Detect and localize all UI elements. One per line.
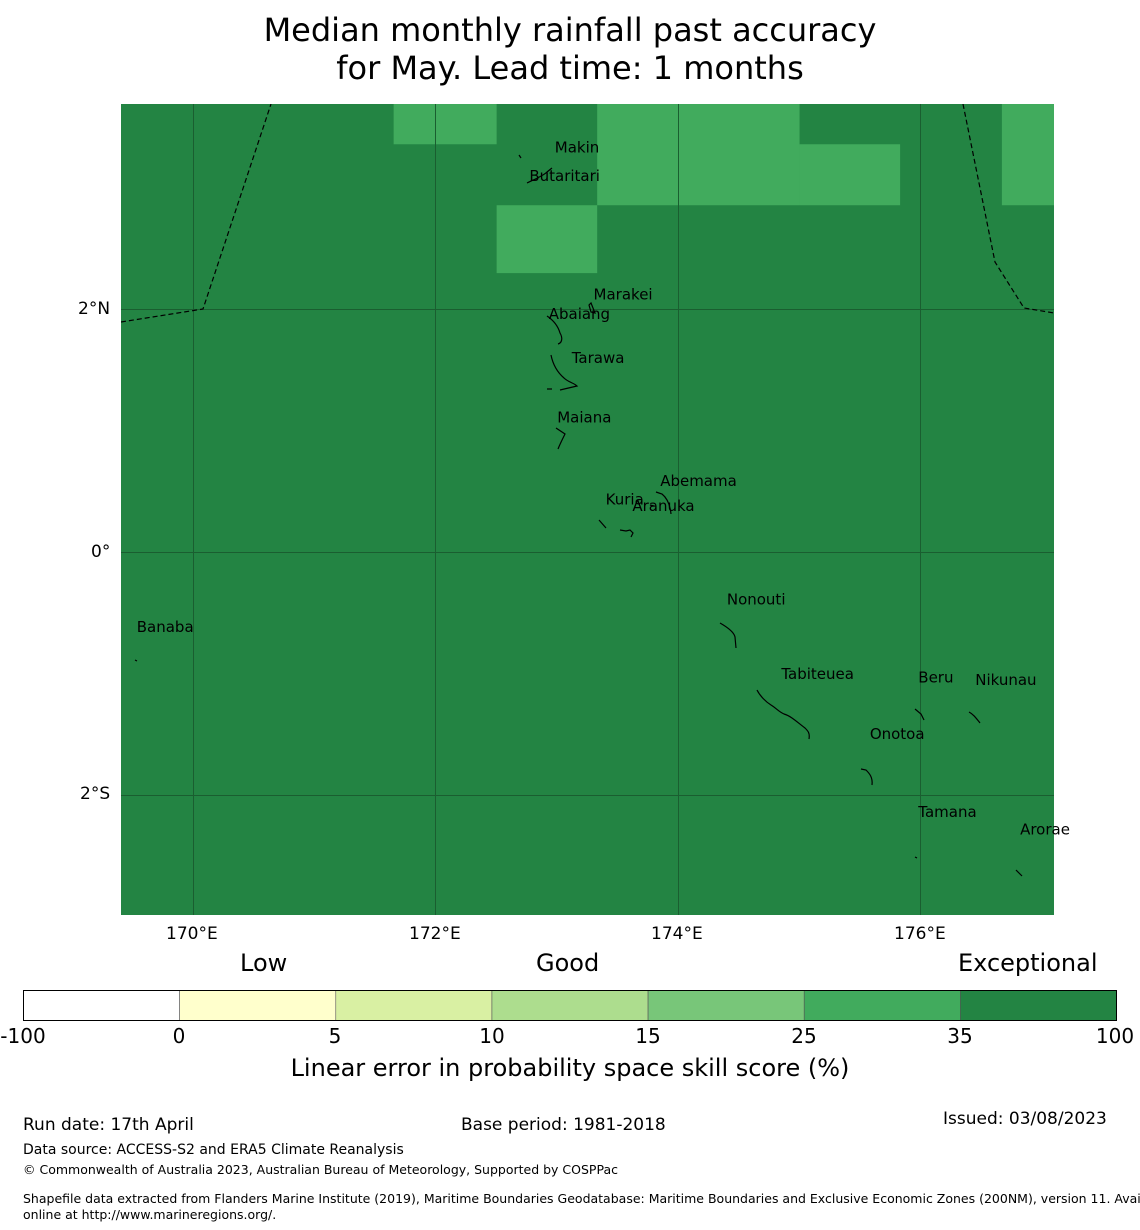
high-skill-cell [496, 205, 598, 274]
colorbar-tick-label: 100 [1095, 1024, 1135, 1048]
colorbar-swatch [23, 990, 180, 1021]
colorbar-swatch [491, 990, 649, 1021]
map-title-line-2: for May. Lead time: 1 months [336, 49, 804, 87]
colorbar-swatch [179, 990, 337, 1021]
high-skill-cell [393, 104, 497, 145]
place-label-arorae: Arorae [1020, 820, 1070, 838]
place-label-onotoa: Onotoa [870, 725, 925, 743]
y-tick-label: 2°N [78, 299, 111, 319]
high-skill-cell [1001, 104, 1054, 206]
y-tick-label: 0° [91, 542, 111, 562]
colorbar-tick-label: 10 [479, 1024, 505, 1048]
place-label-banaba: Banaba [137, 618, 194, 636]
eez-boundaries [121, 104, 1054, 323]
base-period: Base period: 1981-2018 [461, 1115, 666, 1135]
x-tick-label: 174°E [651, 924, 703, 944]
high-skill-cell [799, 144, 901, 206]
place-label-tabiteuea: Tabiteuea [780, 665, 854, 683]
place-label-makin: Makin [555, 138, 600, 156]
colorbar-tick-label: -100 [0, 1024, 46, 1048]
x-tick-label: 176°E [894, 924, 946, 944]
run-date: Run date: 17th April [23, 1115, 194, 1135]
colorbar-swatch [335, 990, 493, 1021]
colorbar-category-exceptional: Exceptional [958, 949, 1098, 977]
island-outlines [134, 154, 1023, 877]
place-label-tamana: Tamana [917, 803, 976, 821]
colorbar-tick-label: 25 [791, 1024, 817, 1048]
colorbar-swatch [647, 990, 805, 1021]
colorbar-tick-label: 0 [172, 1024, 186, 1048]
map-title-line-1: Median monthly rainfall past accuracy [263, 11, 877, 49]
graticule [121, 104, 1054, 915]
colorbar [23, 990, 1117, 1021]
colorbar-label: Linear error in probability space skill … [290, 1054, 850, 1082]
place-label-tarawa: Tarawa [571, 349, 625, 367]
x-tick-label: 172°E [409, 924, 461, 944]
issued-date: Issued: 03/08/2023 [943, 1109, 1107, 1129]
colorbar-swatch [803, 990, 961, 1021]
shapefile-credit-line-1: Shapefile data extracted from Flanders M… [23, 1191, 1140, 1206]
place-label-beru: Beru [918, 669, 953, 687]
colorbar-tick-label: 15 [635, 1024, 661, 1048]
place-label-aranuka: Aranuka [632, 497, 694, 515]
high-skill-cells [393, 104, 1054, 274]
place-label-nonouti: Nonouti [727, 590, 786, 608]
copyright-notice: © Commonwealth of Australia 2023, Austra… [23, 1162, 618, 1177]
colorbar-category-low: Low [240, 949, 288, 977]
data-source: Data source: ACCESS-S2 and ERA5 Climate … [23, 1142, 404, 1158]
shapefile-credit-line-2: online at http://www.marineregions.org/. [23, 1207, 277, 1222]
colorbar-tick-label: 35 [947, 1024, 973, 1048]
high-skill-cell [597, 104, 800, 206]
place-label-abaiang: Abaiang [549, 305, 610, 323]
colorbar-swatch [960, 990, 1117, 1021]
colorbar-tick-label: 5 [328, 1024, 342, 1048]
place-label-abemama: Abemama [660, 472, 737, 490]
place-label-nikunau: Nikunau [975, 671, 1036, 689]
colorbar-category-good: Good [536, 949, 600, 977]
place-label-kuria: Kuria [606, 490, 644, 508]
y-tick-label: 2°S [80, 784, 111, 804]
place-label-maiana: Maiana [557, 409, 611, 427]
x-tick-label: 170°E [166, 924, 218, 944]
place-label-marakei: Marakei [594, 286, 653, 304]
place-label-butaritari: Butaritari [529, 167, 600, 185]
